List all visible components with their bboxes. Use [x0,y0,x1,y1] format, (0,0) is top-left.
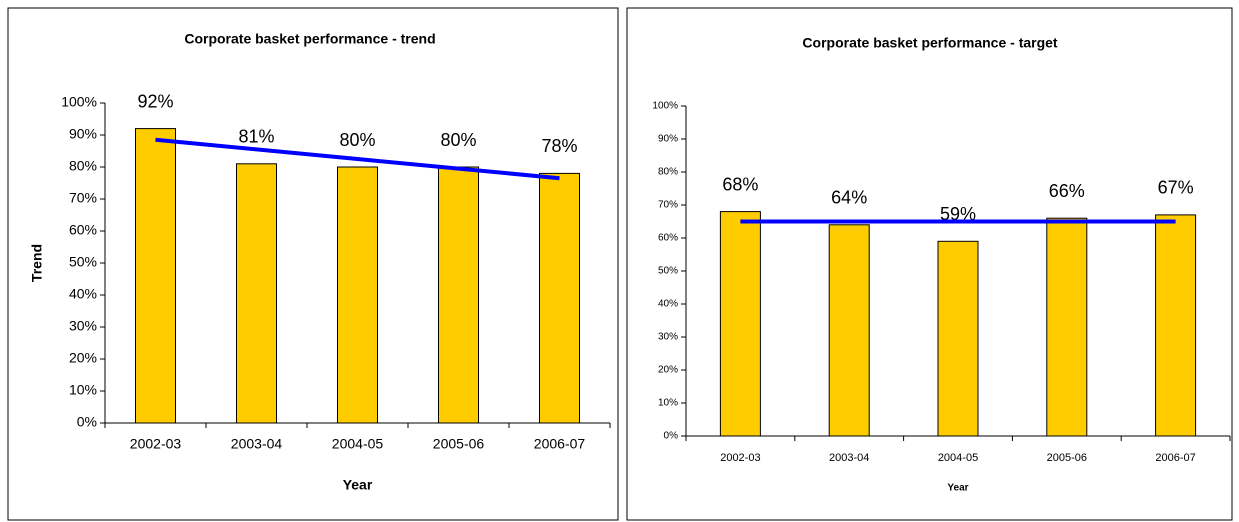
y-tick-label: 70% [658,200,678,211]
bar [937,240,979,437]
x-tick-label: 2004-05 [938,452,978,464]
value-label: 78% [541,136,577,156]
x-tick-label: 2002-03 [130,436,182,452]
value-label: 81% [238,127,274,147]
value-label: 59% [940,204,976,224]
y-tick-label: 30% [69,318,97,334]
x-tick-label: 2004-05 [332,436,384,452]
bar [719,211,761,437]
y-tick-label: 100% [61,94,97,110]
value-label: 66% [1049,181,1085,201]
y-axis-label: Trend [29,244,45,282]
x-axis-label: Year [343,477,373,493]
y-tick-label: 10% [69,382,97,398]
x-tick-label: 2002-03 [720,452,760,464]
y-tick-label: 30% [658,332,678,343]
y-tick-label: 90% [658,134,678,145]
x-tick-label: 2003-04 [829,452,869,464]
y-tick-label: 50% [69,254,97,270]
y-tick-label: 20% [658,365,678,376]
x-tick-label: 2006-07 [534,436,586,452]
y-tick-label: 0% [77,414,97,430]
x-axis-label: Year [947,483,968,494]
y-tick-label: 40% [658,299,678,310]
y-tick-label: 50% [658,266,678,277]
y-tick-label: 10% [658,398,678,409]
bar [135,128,176,424]
x-tick-label: 2006-07 [1155,452,1195,464]
value-label: 80% [440,130,476,150]
bar [539,172,580,424]
y-tick-label: 40% [69,286,97,302]
chart-title: Corporate basket performance - trend [184,31,435,47]
bar [337,166,378,424]
trend-line [155,137,560,181]
y-tick-label: 90% [69,126,97,142]
value-label: 64% [831,188,867,208]
bar [828,224,870,437]
value-label: 68% [722,174,758,194]
chart-title: Corporate basket performance - target [802,35,1058,51]
y-tick-label: 80% [69,158,97,174]
x-tick-label: 2005-06 [433,436,485,452]
y-tick-label: 60% [658,233,678,244]
y-tick-label: 60% [69,222,97,238]
x-tick-label: 2003-04 [231,436,283,452]
y-tick-label: 0% [664,431,679,442]
bar [1046,217,1088,437]
y-tick-label: 80% [658,167,678,178]
x-tick-label: 2005-06 [1047,452,1087,464]
bar [1155,214,1197,437]
chart-frame [7,7,619,521]
value-label: 67% [1158,178,1194,198]
bar [236,163,277,424]
chart-frame [626,7,1233,521]
bar [438,166,479,424]
y-tick-label: 20% [69,350,97,366]
y-tick-label: 70% [69,190,97,206]
y-tick-label: 100% [652,101,678,112]
value-label: 80% [339,130,375,150]
value-label: 92% [137,91,173,111]
